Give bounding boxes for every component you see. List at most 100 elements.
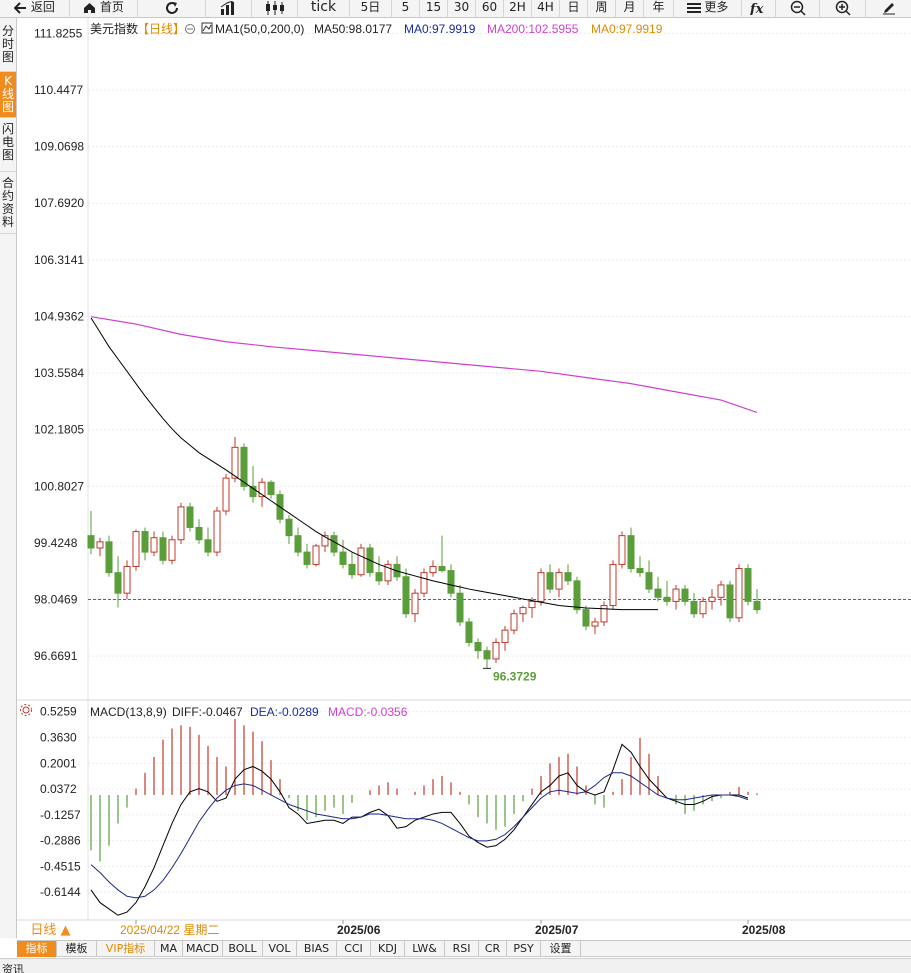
tab-templates[interactable]: 模板: [57, 941, 97, 957]
tab-kline-chart[interactable]: K线图: [0, 72, 16, 118]
zoom-out-button[interactable]: [776, 0, 820, 18]
macd-settings-icon[interactable]: [20, 704, 32, 716]
candle: [249, 465, 257, 503]
tab-flash-chart[interactable]: 闪电图: [0, 120, 16, 172]
candle: [699, 597, 707, 618]
price-tick-label: 111.8255: [34, 26, 83, 40]
candle: [348, 552, 356, 579]
tab-kdj[interactable]: KDJ: [371, 941, 405, 957]
macd-tick-label: -0.2886: [40, 834, 81, 848]
tab-indicators[interactable]: 指标: [17, 941, 57, 957]
chart-canvas[interactable]: 111.8255 110.4477 109.0698 107.6920 106.3141…: [0, 0, 911, 940]
tab-lw[interactable]: LW&: [405, 941, 445, 957]
30min-button[interactable]: 30: [448, 0, 476, 18]
price-tick-label: 102.1805: [34, 423, 84, 437]
tick-button[interactable]: tick: [298, 0, 350, 18]
day-button[interactable]: 日: [560, 0, 588, 18]
tab-intraday-chart[interactable]: 分时图: [0, 22, 16, 72]
week-button[interactable]: 周: [588, 0, 616, 18]
tab-macd[interactable]: MACD: [183, 941, 223, 957]
price-tick-label: 96.6691: [34, 649, 78, 663]
macd-tick-label: 0.3630: [40, 731, 77, 745]
candle: [411, 589, 419, 622]
formula-button[interactable]: fx: [742, 0, 776, 18]
month-button[interactable]: 月: [616, 0, 644, 18]
zoom-out-icon: [790, 0, 806, 16]
tab-vip-indicators[interactable]: VIP指标: [97, 941, 155, 957]
2h-button[interactable]: 2H: [504, 0, 532, 18]
legend-ma0-a: MA0:97.9919: [404, 22, 476, 36]
candle: [681, 584, 689, 606]
candle: [627, 527, 635, 573]
period-selector[interactable]: 日线 ▲: [17, 922, 84, 940]
tab-ma[interactable]: MA: [155, 941, 183, 957]
candle: [168, 535, 176, 565]
macd-tick-label: -0.6144: [40, 885, 81, 899]
candle: [132, 529, 140, 571]
candle: [96, 537, 104, 557]
4h-button[interactable]: 4H: [532, 0, 560, 18]
back-button[interactable]: 返回: [0, 0, 70, 18]
candle: [195, 519, 203, 544]
draw-button[interactable]: [866, 0, 911, 18]
price-tick-label: 98.0469: [34, 592, 78, 606]
candlestick-button[interactable]: [252, 0, 298, 18]
candle: [150, 531, 158, 557]
price-tick-label: 110.4477: [34, 83, 83, 97]
year-button[interactable]: 年: [644, 0, 674, 18]
bar-chart-button[interactable]: [206, 0, 252, 18]
home-button[interactable]: 首页: [70, 0, 138, 18]
candle: [672, 584, 680, 610]
60min-button[interactable]: 60: [476, 0, 504, 18]
candlestick-series: [87, 437, 761, 669]
tab-rsi[interactable]: RSI: [445, 941, 479, 957]
candle: [654, 576, 662, 602]
tab-cr[interactable]: CR: [479, 941, 507, 957]
candle: [600, 601, 608, 627]
candle: [375, 556, 383, 585]
date-label: 2025/04/22 星期二: [120, 923, 219, 937]
candle: [735, 564, 743, 622]
tab-contract-info[interactable]: 合约资料: [0, 174, 16, 234]
candle: [474, 638, 482, 659]
refresh-button[interactable]: [138, 0, 206, 18]
5min-button[interactable]: 5: [392, 0, 420, 18]
candle: [213, 506, 221, 557]
price-tick-label: 100.8027: [34, 479, 84, 493]
tab-cci[interactable]: CCI: [337, 941, 371, 957]
date-label: 2025/08: [742, 923, 786, 937]
tab-settings[interactable]: 设置: [541, 941, 581, 957]
back-label: 返回: [30, 0, 55, 14]
candlestick-icon: [265, 0, 284, 15]
candle: [339, 539, 347, 569]
15min-button[interactable]: 15: [420, 0, 448, 18]
candle: [744, 564, 752, 606]
svg-text:fx: fx: [750, 2, 764, 15]
5day-button[interactable]: 5日: [350, 0, 392, 18]
zoom-in-icon: [835, 0, 851, 16]
candle: [159, 531, 167, 565]
candle: [438, 535, 446, 573]
candle: [591, 617, 599, 635]
macd-dea-line: [90, 772, 749, 899]
tab-psy[interactable]: PSY: [507, 941, 541, 957]
tab-boll[interactable]: BOLL: [223, 941, 263, 957]
date-label: 2025/07: [535, 923, 579, 937]
candle: [501, 626, 509, 651]
macd-tick-label: 0.0372: [40, 782, 77, 796]
candle: [483, 646, 491, 669]
tab-vol[interactable]: VOL: [263, 941, 297, 957]
legend-collapse-icon[interactable]: [185, 24, 195, 34]
date-label: 2025/06: [337, 923, 381, 937]
legend-chart-icon[interactable]: [201, 22, 213, 34]
bar-chart-icon: [220, 0, 234, 15]
candle: [285, 515, 293, 544]
home-icon: [84, 2, 96, 13]
candle: [564, 564, 572, 585]
more-label: 更多: [704, 0, 729, 14]
more-button[interactable]: 更多: [674, 0, 742, 18]
candle: [402, 568, 410, 618]
tab-bias[interactable]: BIAS: [297, 941, 337, 957]
zoom-in-button[interactable]: [820, 0, 866, 18]
candle: [645, 560, 653, 594]
